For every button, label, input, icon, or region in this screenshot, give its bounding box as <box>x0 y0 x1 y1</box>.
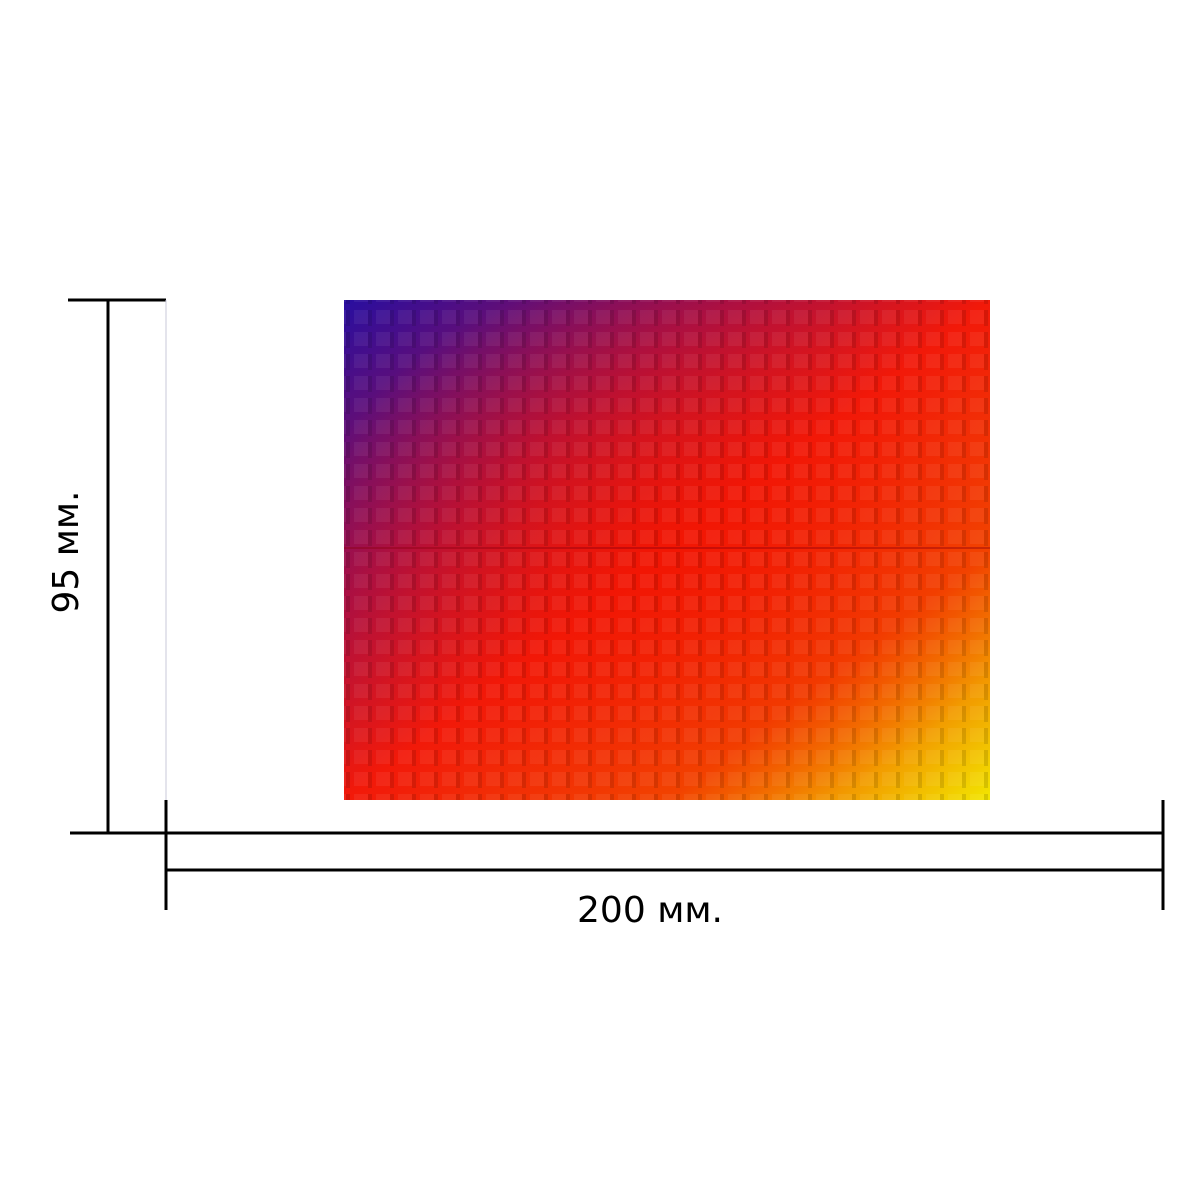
width-label: 200 мм. <box>577 890 723 931</box>
product-image <box>344 300 990 800</box>
height-label: 95 мм. <box>46 490 87 613</box>
height-dimension: 95 мм. <box>46 298 167 835</box>
width-dimension: 200 мм. <box>164 800 1165 931</box>
